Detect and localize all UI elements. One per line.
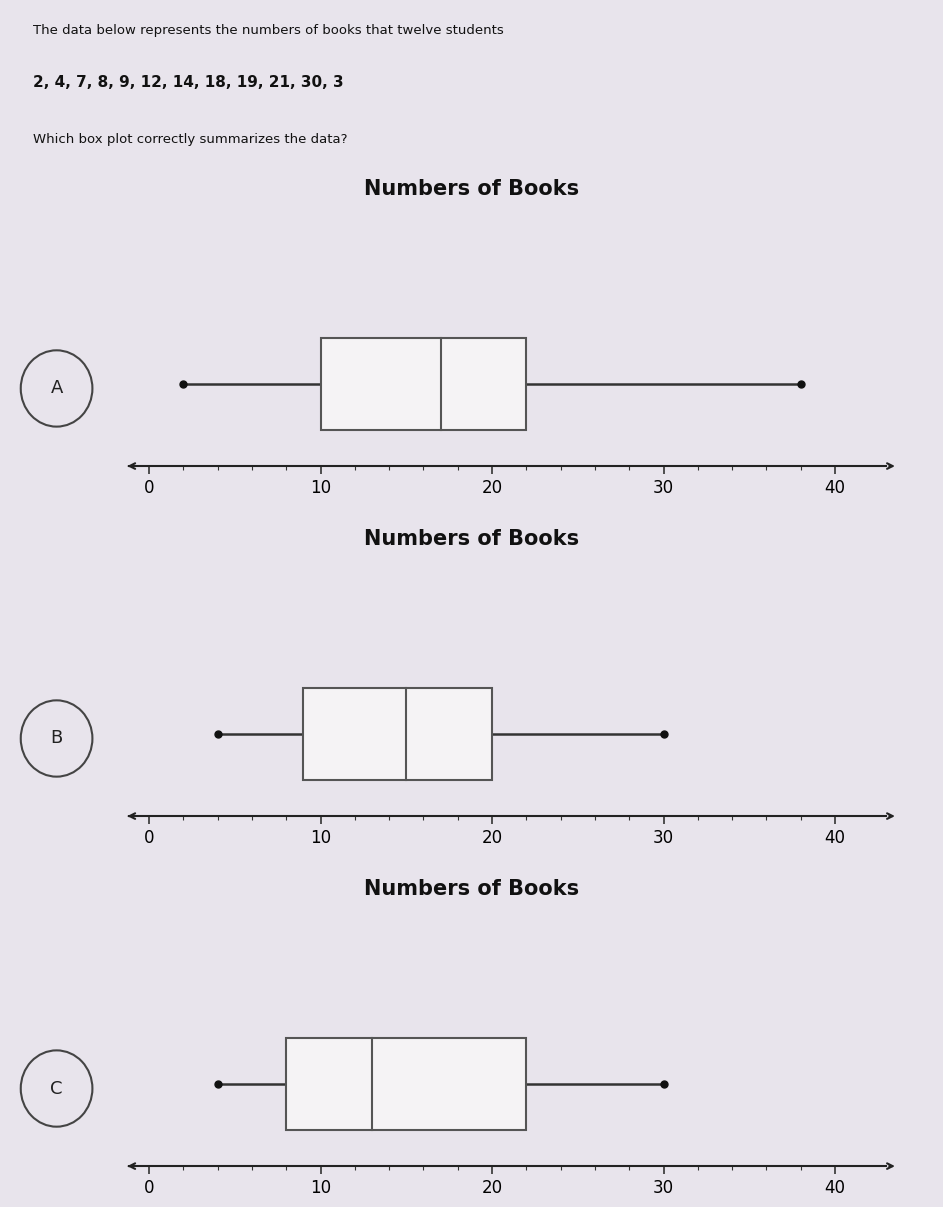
Text: B: B (51, 729, 62, 747)
Bar (287, 1038, 526, 1130)
Text: Numbers of Books: Numbers of Books (364, 879, 579, 899)
Text: Numbers of Books: Numbers of Books (364, 529, 579, 549)
Text: The data below represents the numbers of books that twelve students: The data below represents the numbers of… (33, 23, 504, 36)
Text: C: C (50, 1079, 63, 1097)
Text: Which box plot correctly summarizes the data?: Which box plot correctly summarizes the … (33, 134, 347, 146)
Text: Numbers of Books: Numbers of Books (364, 179, 579, 199)
Text: A: A (50, 379, 63, 397)
Text: 2, 4, 7, 8, 9, 12, 14, 18, 19, 21, 30, 3: 2, 4, 7, 8, 9, 12, 14, 18, 19, 21, 30, 3 (33, 75, 343, 91)
Bar (304, 688, 492, 780)
Bar (321, 338, 526, 430)
